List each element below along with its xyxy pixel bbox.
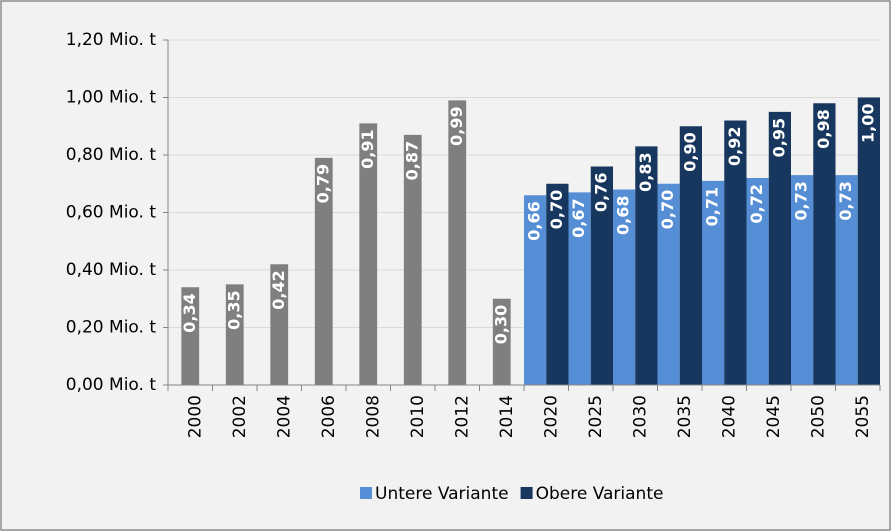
value-label: 0,99 [447, 106, 466, 145]
bar [724, 120, 747, 385]
x-tick-label: 2050 [808, 395, 828, 438]
bar [613, 189, 636, 385]
y-tick-label: 1,20 Mio. t [66, 30, 157, 50]
value-label: 0,87 [402, 141, 421, 180]
value-label: 0,71 [703, 187, 722, 226]
bar [657, 183, 680, 385]
legend-swatch [520, 487, 533, 499]
value-label: 1,00 [858, 104, 877, 143]
bar [857, 97, 880, 385]
x-tick-label: 2020 [541, 395, 561, 438]
x-tick-label: 2008 [363, 395, 383, 438]
legend-label: Obere Variante [536, 484, 664, 504]
bar [524, 195, 547, 385]
bar [679, 126, 702, 385]
value-label: 0,73 [836, 181, 855, 220]
bar [359, 123, 378, 385]
x-tick-label: 2040 [719, 395, 739, 438]
y-tick-label: 0,40 Mio. t [66, 260, 157, 280]
x-tick-label: 2012 [452, 395, 472, 438]
x-tick-label: 2030 [630, 395, 650, 438]
value-label: 0,90 [680, 132, 699, 171]
bar [403, 134, 422, 385]
y-tick-label: 0,60 Mio. t [66, 203, 157, 223]
bar [270, 264, 289, 385]
bar [635, 146, 658, 385]
x-tick-label: 2000 [185, 395, 205, 438]
x-tick-label: 2045 [764, 395, 784, 438]
x-tick-label: 2002 [230, 395, 250, 438]
y-tick-label: 0,80 Mio. t [66, 145, 157, 165]
value-label: 0,72 [747, 184, 766, 223]
bar [791, 175, 814, 385]
y-tick-label: 0,20 Mio. t [66, 318, 157, 338]
bar [314, 157, 333, 385]
value-label: 0,83 [636, 152, 655, 191]
value-label: 0,92 [725, 127, 744, 166]
value-label: 0,66 [525, 201, 544, 240]
bar [492, 298, 511, 385]
value-label: 0,35 [224, 290, 243, 329]
value-label: 0,98 [814, 109, 833, 148]
value-label: 0,42 [269, 270, 288, 309]
legend-swatch [360, 487, 372, 499]
value-label: 0,67 [569, 198, 588, 237]
bar [568, 192, 591, 385]
value-label: 0,91 [358, 129, 377, 168]
x-tick-label: 2025 [586, 395, 606, 438]
bar [702, 180, 725, 385]
bar [181, 287, 200, 385]
value-label: 0,30 [491, 305, 510, 344]
x-tick-label: 2014 [497, 395, 517, 438]
value-label: 0,70 [547, 190, 566, 229]
bar [746, 178, 769, 385]
bar [835, 175, 858, 385]
x-tick-label: 2035 [675, 395, 695, 438]
legend-label: Untere Variante [375, 484, 509, 504]
y-tick-label: 0,00 Mio. t [66, 375, 157, 395]
bar [448, 100, 467, 385]
bar [768, 111, 791, 385]
y-tick-label: 1,00 Mio. t [66, 88, 157, 108]
bar [225, 284, 244, 385]
x-tick-label: 2055 [853, 395, 873, 438]
value-label: 0,68 [614, 196, 633, 235]
bar [813, 103, 836, 385]
value-label: 0,73 [792, 181, 811, 220]
x-tick-label: 2006 [319, 395, 339, 438]
value-label: 0,34 [180, 293, 199, 332]
value-label: 0,76 [591, 173, 610, 212]
x-tick-label: 2004 [274, 395, 294, 438]
bar [546, 183, 569, 385]
value-label: 0,70 [658, 190, 677, 229]
value-label: 0,95 [769, 118, 788, 157]
bar [590, 166, 613, 385]
value-label: 0,79 [313, 164, 332, 203]
x-tick-label: 2010 [408, 395, 428, 438]
